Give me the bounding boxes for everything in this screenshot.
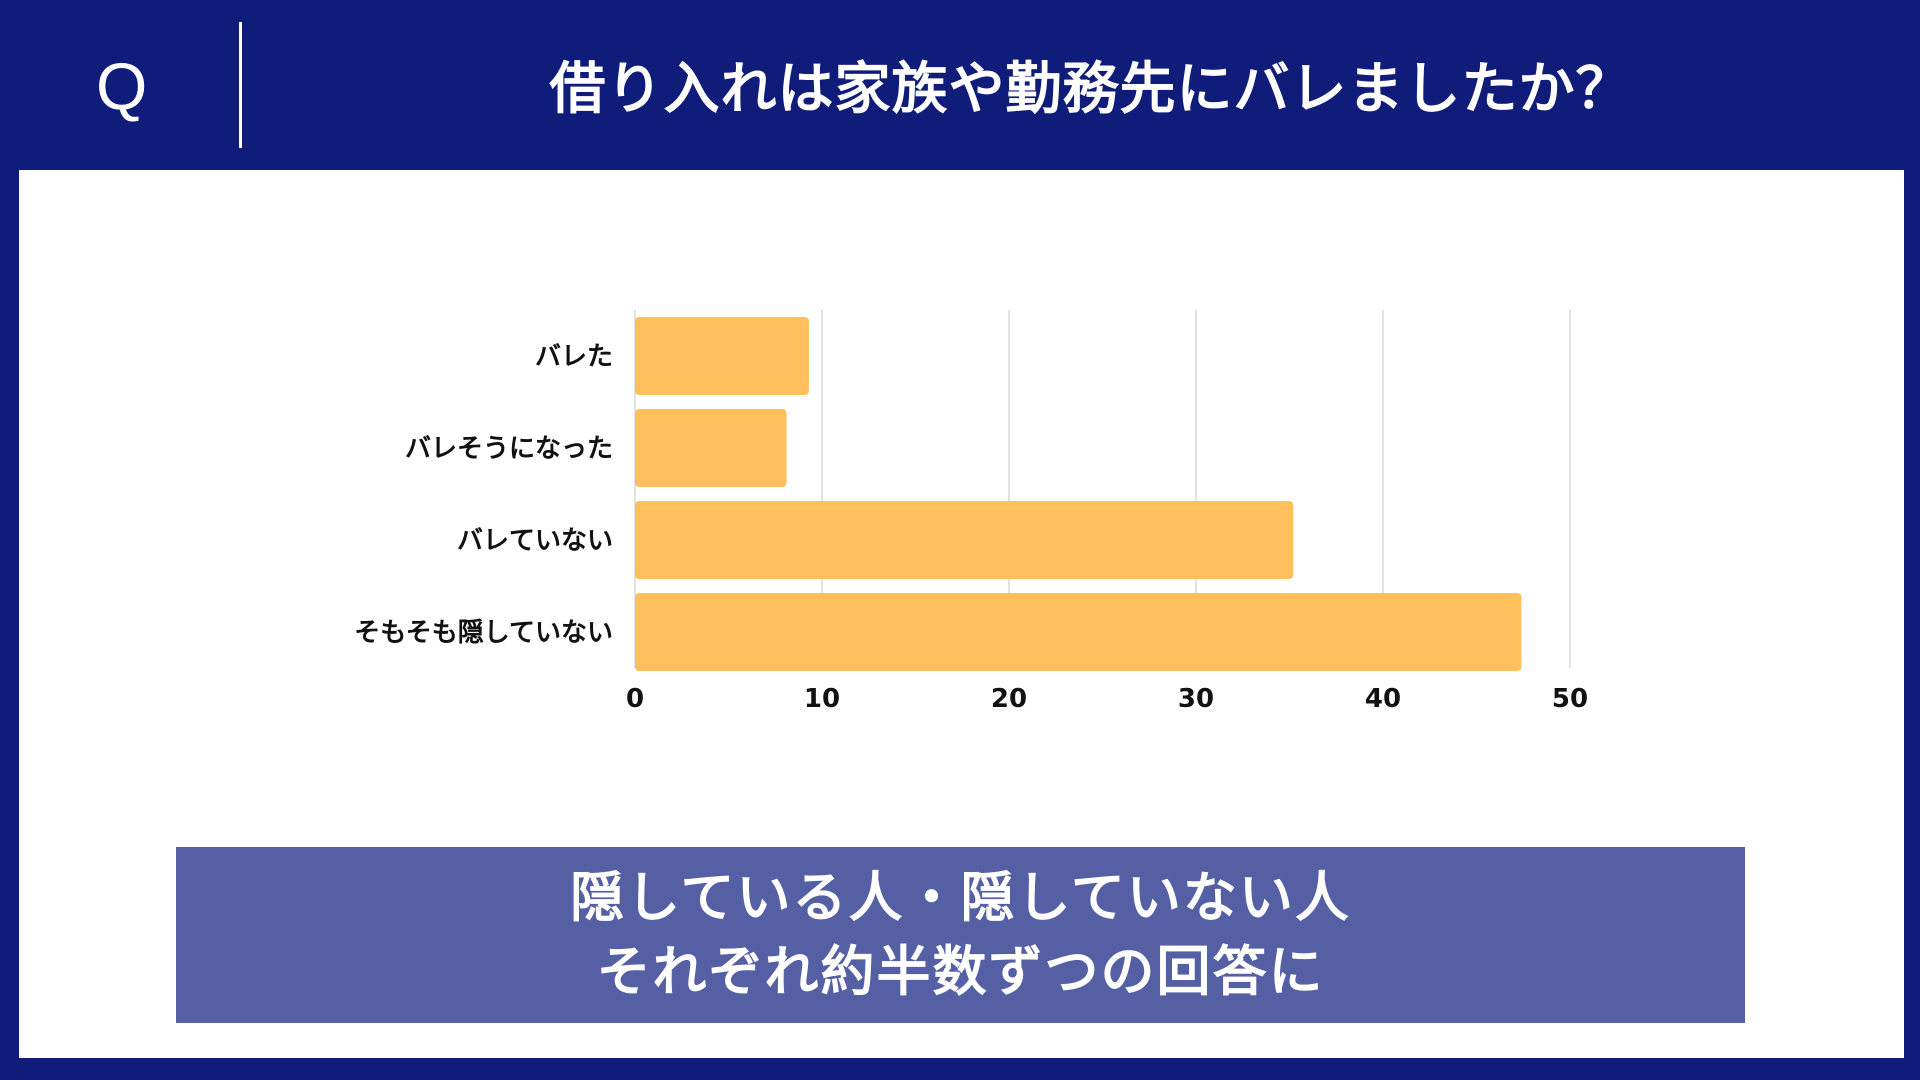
conclusion-line-2: それぞれ約半数ずつの回答に <box>596 940 1325 1003</box>
conclusion-box: 隠している人・隠していない人 それぞれ約半数ずつの回答に <box>176 847 1745 1023</box>
x-tick-label: 0 <box>626 684 644 714</box>
conclusion-line-1: 隠している人・隠していない人 <box>570 866 1351 929</box>
question-title: 借り入れは家族や勤務先にバレましたか？ <box>549 57 1633 122</box>
content-panel: バレたバレそうになったバレていないそもそも隠していない 0 10 20 30 40 50 隠… <box>19 170 1904 1058</box>
x-tick-label: 10 <box>804 684 840 714</box>
bar <box>635 317 809 395</box>
bar <box>635 501 1294 579</box>
category-label: バレていない <box>457 526 613 556</box>
x-tick-label: 40 <box>1365 684 1401 714</box>
category-label: そもそも隠していない <box>354 618 613 648</box>
x-tick-label: 50 <box>1552 684 1588 714</box>
x-tick-label: 20 <box>991 684 1027 714</box>
bar <box>635 409 787 487</box>
question-mark-label: Q <box>96 49 148 123</box>
x-tick-label: 30 <box>1178 684 1214 714</box>
category-label: バレた <box>535 342 613 372</box>
header-divider <box>239 22 242 148</box>
bar <box>635 593 1522 671</box>
header: Q 借り入れは家族や勤務先にバレましたか？ <box>0 0 1920 170</box>
category-label: バレそうになった <box>405 434 613 464</box>
